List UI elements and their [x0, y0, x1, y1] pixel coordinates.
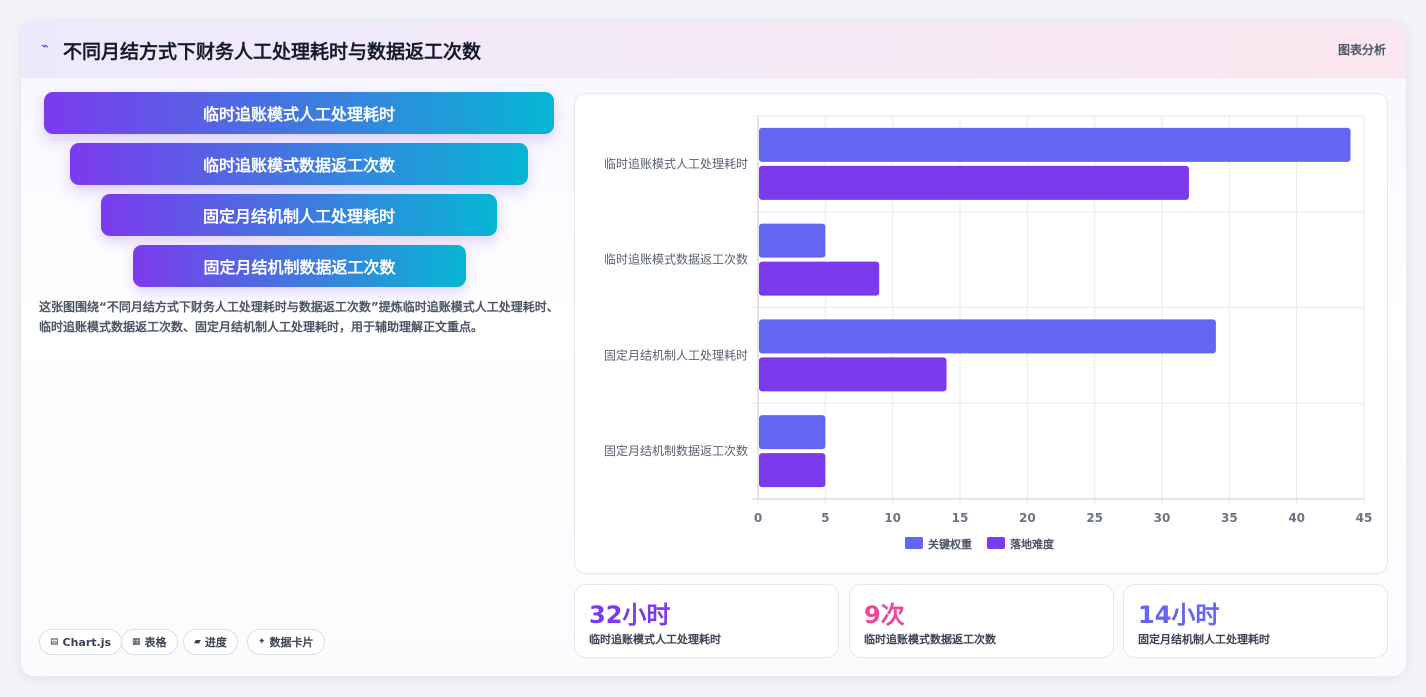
bar — [759, 261, 880, 296]
y-tick-label: 固定月结机制人工处理耗时 — [604, 347, 748, 362]
y-tick-label: 固定月结机制数据返工次数 — [604, 443, 748, 458]
chart-panel: 0 5 10 15 20 25 30 35 40 45 临时追账模式人工处理耗时 临时追账模式数据返工… — [574, 93, 1388, 574]
funnel-step-3: 固定月结机制人工处理耗时 — [101, 194, 497, 236]
x-tick-label: 0 — [754, 511, 762, 525]
page-title: 不同月结方式下财务人工处理耗时与数据返工次数 — [63, 41, 482, 63]
funnel-step-4: 固定月结机制数据返工次数 — [133, 245, 466, 287]
progress-icon: ▰ — [194, 637, 201, 647]
stat-label: 固定月结机制人工处理耗时 — [1138, 633, 1270, 646]
pill-progress[interactable]: ▰ 进度 — [183, 629, 238, 655]
bar — [759, 319, 1216, 354]
funnel-step-2: 临时追账模式数据返工次数 — [70, 143, 528, 185]
bar — [759, 453, 826, 488]
legend-swatch — [987, 537, 1005, 549]
bar — [759, 223, 826, 258]
sparkle-icon: ✦ — [258, 637, 266, 647]
x-tick-label: 45 — [1356, 511, 1373, 525]
bar-chart: 0 5 10 15 20 25 30 35 40 45 临时追账模式人工处理耗时临时追账模式数据返工… — [604, 115, 1373, 551]
stat-label: 临时追账模式人工处理耗时 — [589, 633, 721, 646]
y-tick-label: 临时追账模式人工处理耗时 — [604, 156, 748, 171]
x-tick-label: 5 — [821, 511, 829, 525]
table-icon: ▦ — [132, 637, 141, 647]
legend-label: 落地难度 — [1010, 537, 1055, 551]
x-tick-label: 25 — [1086, 511, 1103, 525]
pill-table[interactable]: ▦ 表格 — [121, 629, 178, 655]
header-tag: 图表分析 — [1337, 43, 1386, 57]
x-tick-label: 10 — [884, 511, 901, 525]
stat-value: 9次 — [864, 601, 905, 629]
stat-card-2: 9次 临时追账模式数据返工次数 — [849, 584, 1114, 658]
x-tick-label: 40 — [1288, 511, 1305, 525]
pill-chartjs[interactable]: ▤ Chart.js — [39, 629, 123, 655]
pill-label: Chart.js — [62, 635, 112, 649]
pill-data-card[interactable]: ✦ 数据卡片 — [247, 629, 325, 655]
stat-card-1: 32小时 临时追账模式人工处理耗时 — [574, 584, 839, 658]
y-tick-label: 临时追账模式数据返工次数 — [604, 252, 748, 267]
legend-swatch — [905, 537, 923, 549]
pill-label: 进度 — [204, 636, 227, 649]
funnel-step-1: 临时追账模式人工处理耗时 — [44, 92, 554, 134]
trend-line-icon: ⌁ — [41, 39, 49, 54]
bar — [759, 127, 1351, 162]
stat-label: 临时追账模式数据返工次数 — [864, 633, 996, 646]
card-header: ⌁ 不同月结方式下财务人工处理耗时与数据返工次数 图表分析 — [21, 21, 1406, 78]
x-tick-label: 15 — [952, 511, 969, 525]
legend-label: 关键权重 — [928, 537, 972, 551]
pill-label: 数据卡片 — [269, 636, 314, 649]
x-tick-label: 30 — [1154, 511, 1171, 525]
bar — [759, 357, 947, 392]
bar — [759, 415, 826, 450]
chart-icon: ▤ — [50, 637, 59, 647]
main-card: ⌁ 不同月结方式下财务人工处理耗时与数据返工次数 图表分析 临时追账模式人工处理… — [20, 20, 1407, 677]
chart-description: 这张图围绕“不同月结方式下财务人工处理耗时与数据返工次数”提炼临时追账模式人工处… — [39, 300, 559, 334]
x-tick-label: 35 — [1221, 511, 1238, 525]
pill-label: 表格 — [144, 636, 167, 649]
stat-value: 32小时 — [589, 601, 671, 629]
x-tick-label: 20 — [1019, 511, 1036, 525]
stat-card-3: 14小时 固定月结机制人工处理耗时 — [1123, 584, 1388, 658]
bar — [759, 165, 1189, 200]
stat-value: 14小时 — [1138, 601, 1220, 629]
